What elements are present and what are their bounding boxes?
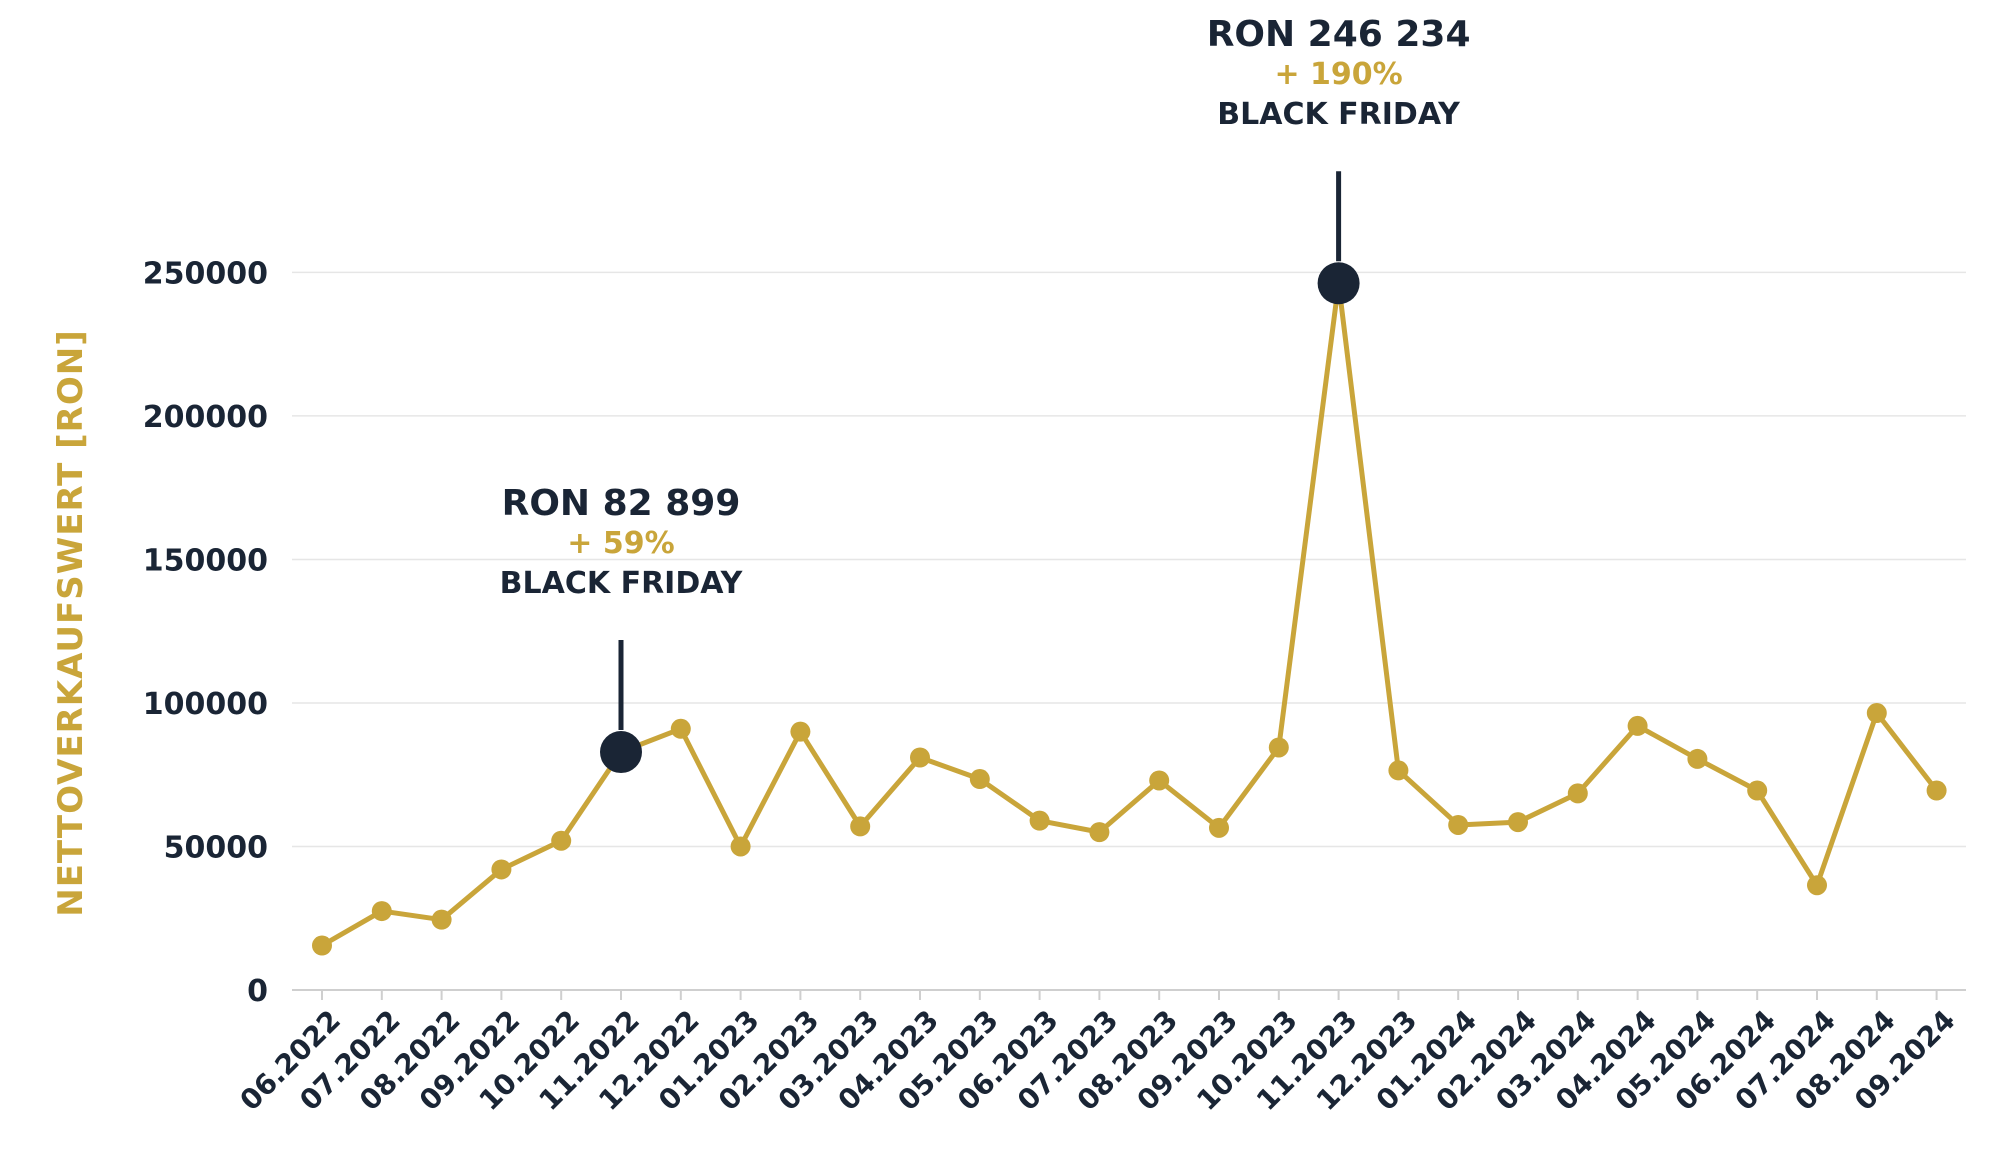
data-point <box>491 859 512 880</box>
data-point <box>1807 875 1827 896</box>
annotations: BLACK FRIDAY + 59%RON 82 899 BLACK FRIDAY +… <box>500 14 1471 774</box>
data-point <box>730 836 751 857</box>
annotation-value: RON 82 899 <box>502 483 741 524</box>
y-tick-label: 50000 <box>164 830 268 865</box>
data-point <box>1567 783 1588 804</box>
annotation-tag: BLACK FRIDAY <box>1217 97 1461 132</box>
data-point <box>969 769 990 790</box>
annotation-percent: + 190% <box>1274 57 1402 92</box>
data-point <box>790 721 811 742</box>
y-axis: 0 50000 100000 150000 200000 250000 <box>143 256 268 1009</box>
data-point <box>1926 780 1947 801</box>
data-point <box>1209 817 1229 838</box>
y-tick-label: 250000 <box>143 256 268 291</box>
data-point <box>551 830 572 851</box>
annotation-percent: + 59% <box>567 526 674 561</box>
data-point <box>1149 770 1170 791</box>
data-point <box>312 935 332 956</box>
data-point <box>431 909 452 930</box>
data-point <box>910 747 930 768</box>
y-tick-label: 100000 <box>143 687 268 722</box>
data-point <box>1508 812 1528 833</box>
y-tick-label: 150000 <box>143 543 268 578</box>
annotation-tag: BLACK FRIDAY <box>500 566 744 601</box>
data-point <box>1866 703 1887 724</box>
data-point <box>1029 810 1050 831</box>
data-point <box>1687 748 1708 769</box>
data-point <box>1268 737 1289 758</box>
x-axis: 06.202207.202208.202209.202210.202211.20… <box>233 989 1966 1117</box>
data-point <box>1448 814 1469 835</box>
data-point <box>371 901 392 922</box>
data-point <box>1388 760 1409 781</box>
highlighted-data-point <box>1317 262 1360 305</box>
series-line <box>319 280 1940 949</box>
y-tick-label: 0 <box>247 974 268 1009</box>
data-point <box>670 718 691 739</box>
data-point <box>1747 780 1768 801</box>
annotation-value: RON 246 234 <box>1207 14 1471 55</box>
data-point <box>1627 715 1648 736</box>
y-axis-label: NETTOVERKAUFSWERT [RON] <box>51 329 91 917</box>
grid-lines <box>292 271 1966 848</box>
y-tick-label: 200000 <box>143 400 268 435</box>
series <box>312 280 1947 956</box>
data-point <box>1089 822 1110 843</box>
data-point <box>850 816 871 837</box>
highlighted-data-point <box>600 731 642 774</box>
